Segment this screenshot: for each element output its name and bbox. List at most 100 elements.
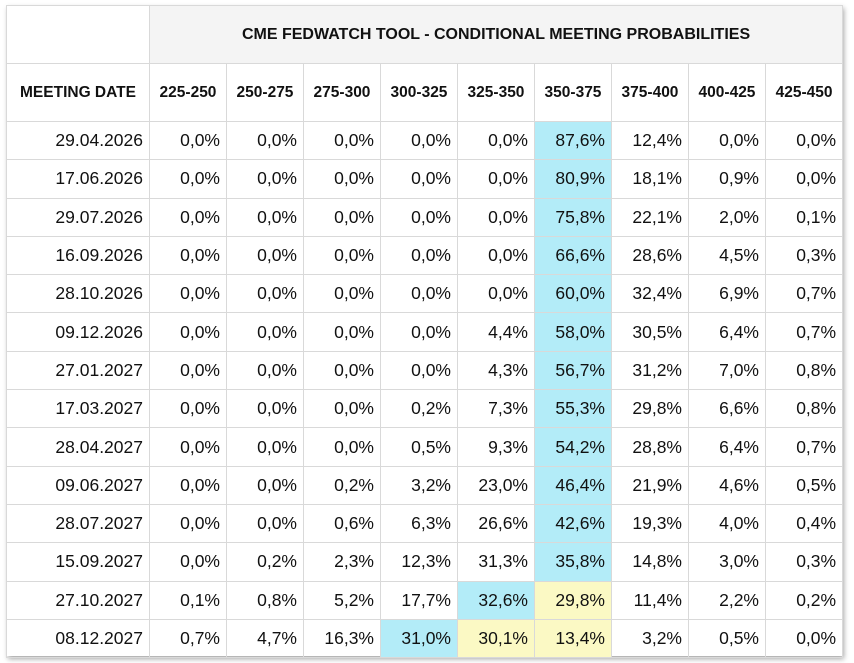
table-row: 09.06.2027 0,0% 0,0% 0,2% 3,2% 23,0% 46,4% 21,9… [6, 465, 844, 505]
column-header-275-300: 275-300 [303, 63, 381, 122]
probability-cell: 0,0% [457, 235, 535, 276]
probability-cell: 6,3% [380, 503, 458, 544]
probability-cell: 0,0% [149, 312, 227, 352]
probability-cell: 0,0% [149, 389, 227, 429]
probability-cell: 0,8% [226, 580, 304, 620]
probability-cell: 0,0% [380, 350, 458, 391]
meeting-date-cell: 17.03.2027 [6, 389, 150, 429]
probability-cell: 0,0% [380, 312, 458, 352]
probability-cell: 0,0% [303, 427, 381, 467]
probability-cell: 3,0% [688, 542, 766, 582]
probability-cell: 0,0% [457, 159, 535, 199]
probability-cell: 0,7% [764, 274, 844, 314]
probability-cell: 0,0% [226, 427, 304, 467]
meeting-date-cell: 28.07.2027 [6, 503, 150, 544]
column-header-250-275: 250-275 [226, 63, 304, 122]
meeting-date-cell: 28.04.2027 [6, 427, 150, 467]
probability-cell: 0,0% [226, 465, 304, 505]
probability-cell: 4,3% [457, 350, 535, 391]
probability-cell: 0,5% [688, 618, 766, 659]
probability-cell: 29,8% [534, 580, 612, 620]
probability-cell: 56,7% [534, 350, 612, 391]
probability-cell: 3,2% [611, 618, 689, 659]
probability-cell: 4,5% [688, 235, 766, 276]
probability-cell: 0,0% [149, 427, 227, 467]
probability-cell: 23,0% [457, 465, 535, 505]
probability-cell: 0,0% [457, 274, 535, 314]
probability-cell: 0,0% [303, 159, 381, 199]
probability-cell: 0,0% [226, 389, 304, 429]
meeting-date-cell: 16.09.2026 [6, 235, 150, 276]
probability-cell: 0,0% [226, 197, 304, 237]
probability-cell: 0,7% [764, 427, 844, 467]
meeting-date-cell: 29.07.2026 [6, 197, 150, 237]
probability-cell: 0,0% [764, 159, 844, 199]
table-row: 16.09.2026 0,0% 0,0% 0,0% 0,0% 0,0% 66,6% 28,6%… [6, 235, 844, 276]
fedwatch-table-frame: CME FEDWATCH TOOL - CONDITIONAL MEETING … [6, 5, 844, 659]
probability-cell: 30,5% [611, 312, 689, 352]
probability-cell: 28,8% [611, 427, 689, 467]
probability-cell: 0,3% [764, 542, 844, 582]
probability-cell: 4,4% [457, 312, 535, 352]
probability-cell: 29,8% [611, 389, 689, 429]
probability-cell: 0,0% [149, 197, 227, 237]
probability-cell: 66,6% [534, 235, 612, 276]
probability-cell: 31,0% [380, 618, 458, 659]
column-header-350-375: 350-375 [534, 63, 612, 122]
column-header-300-325: 300-325 [380, 63, 458, 122]
probability-cell: 0,7% [764, 312, 844, 352]
probability-cell: 31,2% [611, 350, 689, 391]
probability-cell: 18,1% [611, 159, 689, 199]
meeting-date-cell: 29.04.2026 [6, 120, 150, 161]
probability-cell: 0,0% [226, 274, 304, 314]
probability-cell: 0,0% [149, 542, 227, 582]
probability-cell: 0,0% [457, 120, 535, 161]
probability-cell: 0,0% [380, 120, 458, 161]
meeting-date-cell: 27.10.2027 [6, 580, 150, 620]
probability-cell: 0,0% [226, 235, 304, 276]
probability-cell: 2,2% [688, 580, 766, 620]
probability-cell: 0,2% [380, 389, 458, 429]
probability-cell: 5,2% [303, 580, 381, 620]
probability-cell: 9,3% [457, 427, 535, 467]
probability-cell: 4,6% [688, 465, 766, 505]
probability-cell: 60,0% [534, 274, 612, 314]
probability-cell: 0,0% [303, 274, 381, 314]
probability-cell: 32,4% [611, 274, 689, 314]
probability-cell: 0,0% [303, 312, 381, 352]
probability-cell: 12,3% [380, 542, 458, 582]
probability-cell: 0,2% [226, 542, 304, 582]
meeting-date-header: MEETING DATE [6, 63, 150, 122]
probability-cell: 11,4% [611, 580, 689, 620]
probability-cell: 0,0% [380, 197, 458, 237]
column-header-row: MEETING DATE 225-250 250-275 275-300 300-32… [6, 63, 844, 122]
meeting-date-cell: 28.10.2026 [6, 274, 150, 314]
probability-cell: 7,0% [688, 350, 766, 391]
table-title: CME FEDWATCH TOOL - CONDITIONAL MEETING … [148, 5, 844, 64]
probability-cell: 6,9% [688, 274, 766, 314]
probability-cell: 16,3% [303, 618, 381, 659]
meeting-date-cell: 09.06.2027 [6, 465, 150, 505]
probability-cell: 0,2% [303, 465, 381, 505]
probability-cell: 54,2% [534, 427, 612, 467]
probability-cell: 0,0% [226, 312, 304, 352]
probability-cell: 0,0% [149, 159, 227, 199]
table-row: 15.09.2027 0,0% 0,2% 2,3% 12,3% 31,3% 35,8% 14,… [6, 542, 844, 582]
probability-cell: 0,0% [226, 503, 304, 544]
probability-cell: 35,8% [534, 542, 612, 582]
column-header-375-400: 375-400 [611, 63, 689, 122]
column-header-400-425: 400-425 [688, 63, 766, 122]
probability-cell: 0,0% [380, 159, 458, 199]
table-row: 28.07.2027 0,0% 0,0% 0,6% 6,3% 26,6% 42,6% 19,3… [6, 503, 844, 544]
probability-cell: 0,9% [688, 159, 766, 199]
probability-cell: 19,3% [611, 503, 689, 544]
probability-cell: 0,0% [457, 197, 535, 237]
probability-cell: 0,1% [764, 197, 844, 237]
probability-cell: 14,8% [611, 542, 689, 582]
probability-cell: 13,4% [534, 618, 612, 659]
probability-cell: 0,0% [149, 235, 227, 276]
column-header-425-450: 425-450 [764, 63, 844, 122]
probability-cell: 0,6% [303, 503, 381, 544]
probability-cell: 0,0% [303, 350, 381, 391]
probability-cell: 21,9% [611, 465, 689, 505]
